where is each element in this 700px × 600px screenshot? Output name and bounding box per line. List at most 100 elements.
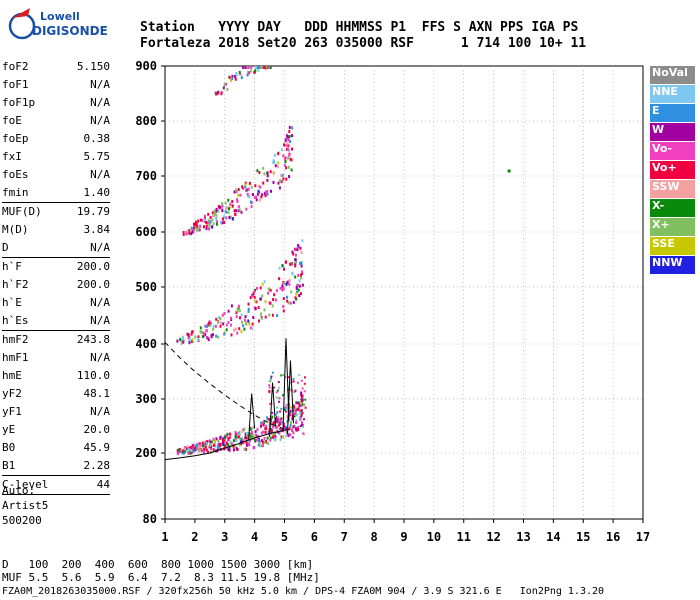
echo-point: [292, 252, 295, 256]
echo-point: [284, 157, 287, 161]
echo-point: [301, 399, 304, 403]
echo-point: [269, 438, 272, 442]
echo-point: [257, 306, 260, 309]
echo-point: [252, 316, 255, 319]
echo-point: [216, 222, 218, 226]
echo-point: [288, 282, 291, 286]
echo-point: [255, 300, 258, 304]
echo-point: [268, 384, 271, 387]
echo-point: [300, 391, 303, 395]
echo-point: [251, 193, 254, 196]
echo-point: [255, 438, 258, 442]
x-tick-label: 6: [311, 530, 318, 544]
param-name: hmE: [2, 369, 22, 382]
echo-point: [279, 179, 282, 183]
echo-point: [215, 437, 218, 441]
echo-point: [291, 250, 294, 254]
echo-point: [248, 443, 251, 447]
echo-point: [301, 394, 304, 398]
echo-point: [220, 92, 223, 96]
echo-point: [251, 322, 254, 326]
param-name: foF1p: [2, 96, 36, 109]
param-name: foF2: [2, 60, 29, 73]
echo-point: [282, 309, 285, 313]
echo-point: [257, 443, 260, 447]
echo-point: [260, 439, 263, 443]
autoscaling-info: Auto: Artist5 500200: [2, 483, 48, 528]
echo-point: [235, 209, 238, 213]
echo-point: [293, 411, 296, 415]
echo-point: [290, 290, 293, 294]
echo-point: [258, 66, 261, 69]
echo-point: [187, 448, 190, 451]
echo-point: [292, 407, 295, 411]
echo-point: [250, 427, 253, 431]
echo-point: [266, 192, 269, 196]
echo-point: [197, 335, 200, 339]
axis-ticks: 1 2 3 4 5 6 7 8 9 10 11 12 13 14 15 16 17802003004005006…: [135, 59, 650, 544]
param-value: 44: [96, 478, 110, 491]
params-group2: MUF(D) 19.79 M(D) 3.84 D N/A: [2, 203, 110, 257]
echo-point: [235, 73, 238, 77]
auto-program: Artist5: [2, 499, 49, 512]
echo-point: [225, 323, 228, 327]
echo-point: [301, 421, 303, 425]
echo-point: [303, 403, 306, 406]
plot-grid: [165, 66, 643, 519]
param-name: yE: [2, 423, 16, 436]
echo-point: [273, 437, 276, 441]
echo-point: [287, 433, 290, 437]
echo-point: [197, 447, 200, 451]
echo-point: [281, 286, 284, 290]
echo-point: [300, 273, 303, 277]
echo-point: [223, 312, 226, 315]
echo-point: [239, 316, 241, 320]
echo-point: [259, 185, 262, 189]
echo-point: [287, 144, 290, 148]
echo-point: [274, 435, 277, 439]
echo-point: [250, 66, 253, 70]
param-value: 110.0: [76, 369, 110, 382]
echo-point: [263, 172, 266, 176]
echo-point: [210, 440, 213, 444]
echo-point: [219, 205, 222, 209]
echo-point: [207, 323, 210, 327]
echo-point: [191, 445, 194, 449]
echo-point: [212, 324, 215, 328]
trace-spike-line: [248, 393, 256, 440]
echo-point: [207, 219, 210, 223]
echo-point: [300, 424, 302, 427]
echo-point: [263, 280, 266, 284]
x-tick-label: 4: [251, 530, 258, 544]
echo-point: [294, 296, 297, 300]
echo-point: [268, 386, 271, 389]
echo-point: [295, 411, 297, 415]
echo-point: [235, 439, 237, 443]
echo-point: [261, 294, 264, 298]
echo-point: [239, 72, 242, 76]
echo-point: [231, 217, 234, 221]
plot-frame: [164, 65, 644, 520]
echo-point: [199, 326, 202, 330]
echo-point: [276, 406, 279, 409]
echo-point: [285, 427, 288, 431]
echo-point: [286, 295, 289, 299]
param-value: N/A: [90, 114, 110, 127]
echo-point: [283, 267, 285, 271]
param-value: 2.28: [83, 459, 111, 472]
echo-point: [236, 200, 239, 203]
virtual-height-profile-line: [164, 428, 290, 461]
echo-point: [225, 441, 228, 445]
echo-point: [202, 331, 205, 335]
echo-point: [253, 295, 256, 299]
echo-point: [254, 430, 257, 434]
echo-point: [226, 87, 229, 91]
echo-point: [231, 74, 234, 78]
echo-point: [205, 224, 208, 228]
echo-point: [240, 438, 243, 441]
echo-point: [263, 436, 266, 440]
echo-point: [276, 314, 279, 317]
echo-point: [258, 441, 261, 445]
echo-point: [194, 220, 197, 224]
echo-point: [273, 171, 276, 175]
